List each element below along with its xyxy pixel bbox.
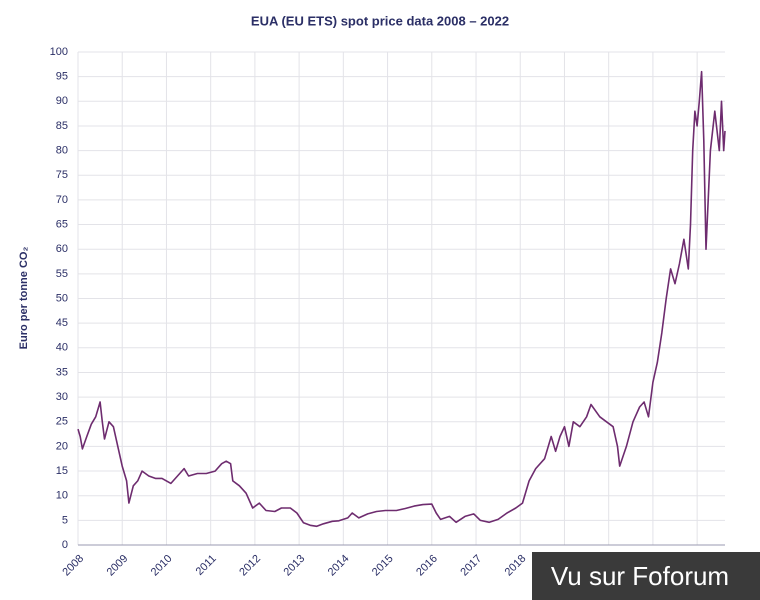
y-tick-label: 5 xyxy=(62,514,68,526)
x-tick-label: 2014 xyxy=(326,553,352,579)
y-tick-label: 15 xyxy=(56,465,68,477)
y-tick-label: 75 xyxy=(56,169,68,181)
y-tick-label: 50 xyxy=(56,292,68,304)
y-tick-label: 55 xyxy=(56,268,68,280)
x-tick-label: 2009 xyxy=(105,553,131,579)
y-tick-label: 25 xyxy=(56,416,68,428)
x-tick-label: 2018 xyxy=(503,553,529,579)
y-tick-label: 60 xyxy=(56,243,68,255)
y-tick-label: 100 xyxy=(50,46,68,58)
x-tick-label: 2011 xyxy=(194,553,219,578)
watermark-box xyxy=(532,552,760,600)
chart-title: EUA (EU ETS) spot price data 2008 – 2022 xyxy=(251,13,509,28)
y-tick-label: 45 xyxy=(56,317,68,329)
x-tick-label: 2013 xyxy=(281,553,307,579)
y-tick-label: 65 xyxy=(56,218,68,230)
x-tick-label: 2012 xyxy=(237,553,263,579)
y-axis-label: Euro per tonne CO₂ xyxy=(18,247,30,350)
x-tick-label: 2017 xyxy=(458,553,484,579)
x-tick-label: 2010 xyxy=(149,553,175,579)
x-tick-label: 2015 xyxy=(370,553,396,579)
watermark: Vu sur Foforum xyxy=(551,561,729,591)
y-tick-label: 95 xyxy=(56,71,68,83)
price-line xyxy=(77,70,726,528)
y-tick-label: 30 xyxy=(56,391,68,403)
y-tick-label: 10 xyxy=(56,490,68,502)
y-tick-label: 0 xyxy=(62,539,68,551)
x-tick-label: 2008 xyxy=(60,553,86,579)
y-tick-label: 35 xyxy=(56,366,68,378)
x-tick-label: 2016 xyxy=(414,553,440,579)
y-tick-label: 70 xyxy=(56,194,68,206)
y-tick-label: 90 xyxy=(56,95,68,107)
y-tick-label: 80 xyxy=(56,145,68,157)
y-tick-label: 40 xyxy=(56,342,68,354)
y-tick-label: 20 xyxy=(56,440,68,452)
y-tick-label: 85 xyxy=(56,120,68,132)
